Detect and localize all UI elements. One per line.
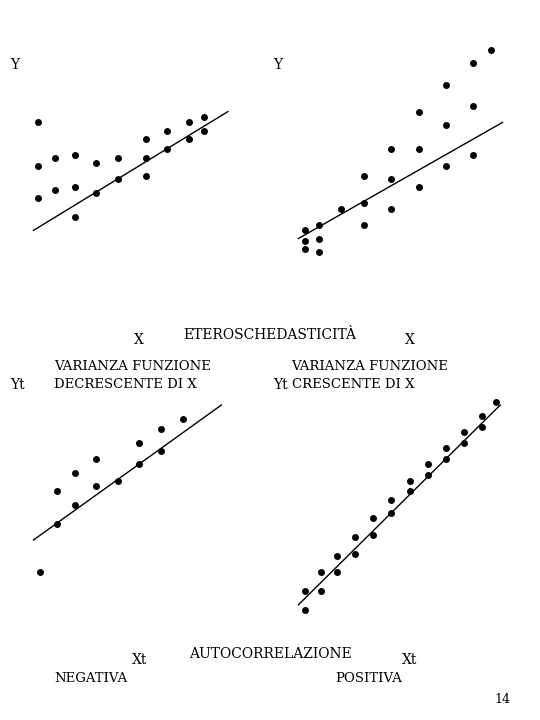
Text: 14: 14 xyxy=(494,693,510,706)
Text: Yt: Yt xyxy=(273,378,288,392)
Text: VARIANZA FUNZIONE: VARIANZA FUNZIONE xyxy=(292,360,449,373)
Text: Y: Y xyxy=(10,58,19,71)
Text: ETEROSCHEDASTICITÀ: ETEROSCHEDASTICITÀ xyxy=(184,328,356,341)
Text: AUTOCORRELAZIONE: AUTOCORRELAZIONE xyxy=(188,647,352,660)
Text: Yt: Yt xyxy=(10,378,24,392)
Text: X: X xyxy=(134,333,144,347)
Text: Xt: Xt xyxy=(132,654,147,667)
Text: VARIANZA FUNZIONE: VARIANZA FUNZIONE xyxy=(54,360,211,373)
Text: Y: Y xyxy=(273,58,282,71)
Text: DECRESCENTE DI X: DECRESCENTE DI X xyxy=(54,378,197,391)
Text: Xt: Xt xyxy=(402,654,417,667)
Text: X: X xyxy=(404,333,415,347)
Text: POSITIVA: POSITIVA xyxy=(335,672,402,685)
Text: CRESCENTE DI X: CRESCENTE DI X xyxy=(292,378,414,391)
Text: NEGATIVA: NEGATIVA xyxy=(54,672,127,685)
